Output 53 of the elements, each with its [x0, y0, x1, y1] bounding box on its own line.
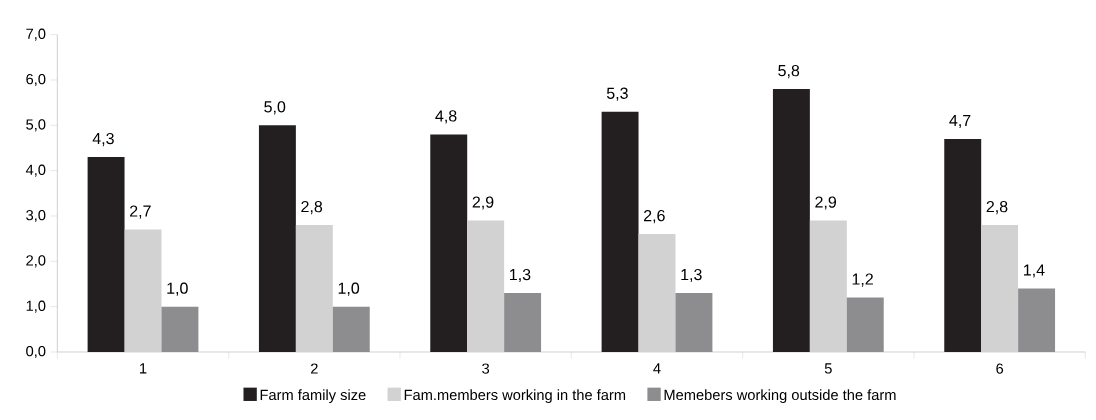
data-label: 1,3 [510, 268, 531, 283]
bar [601, 111, 639, 352]
data-label: 2,8 [986, 200, 1008, 215]
bar [675, 293, 713, 352]
bar [467, 220, 505, 352]
legend-label: Farm family size [260, 389, 366, 403]
x-tick-label: 2 [310, 363, 318, 374]
legend-label: Memebers working outside the farm [664, 389, 896, 403]
bar [161, 306, 199, 352]
y-tick-label: 7,0 [26, 28, 46, 41]
y-tick-label: 2,0 [26, 255, 46, 268]
data-label: 2,9 [815, 196, 837, 210]
x-tick-label: 4 [653, 363, 661, 374]
y-tick-label: 1,0 [26, 300, 46, 313]
bar [638, 234, 676, 352]
data-label: 1,3 [681, 268, 702, 283]
bar [772, 89, 810, 352]
bar [258, 125, 296, 352]
data-label: 2,7 [130, 205, 151, 219]
x-tick-label: 6 [996, 363, 1004, 374]
data-label: 2,8 [301, 200, 323, 215]
x-tick-label: 1 [140, 363, 147, 374]
bar [809, 220, 847, 352]
data-label: 2,6 [644, 209, 665, 224]
data-label: 2,9 [472, 196, 494, 210]
data-label: 1,4 [1024, 264, 1045, 278]
data-label: 1,2 [852, 273, 873, 287]
bar [87, 157, 125, 352]
x-tick-label: 3 [482, 363, 490, 374]
bar [430, 134, 468, 352]
legend-label: Fam.members working in the farm [404, 389, 626, 403]
bar [124, 229, 162, 352]
data-label: 5,0 [264, 101, 286, 115]
y-tick-label: 5,0 [26, 119, 46, 132]
data-label: 4,3 [92, 132, 114, 147]
bar [981, 225, 1019, 352]
bar [504, 293, 542, 352]
y-tick-label: 4,0 [25, 164, 46, 177]
y-tick-label: 3,0 [26, 209, 46, 223]
y-tick-label: 6,0 [26, 73, 46, 87]
bar [944, 138, 982, 352]
bar [295, 225, 333, 352]
x-tick-label: 5 [824, 363, 832, 374]
y-tick-label: 0,0 [26, 345, 46, 359]
bar [846, 297, 884, 352]
bar [1018, 288, 1056, 352]
data-label: 4,8 [435, 110, 457, 124]
bar [332, 306, 370, 352]
data-label: 1,0 [338, 282, 360, 296]
data-label: 5,8 [778, 64, 800, 79]
data-label: 4,7 [949, 114, 971, 128]
data-label: 5,3 [606, 87, 628, 101]
data-label: 1,0 [167, 282, 188, 296]
